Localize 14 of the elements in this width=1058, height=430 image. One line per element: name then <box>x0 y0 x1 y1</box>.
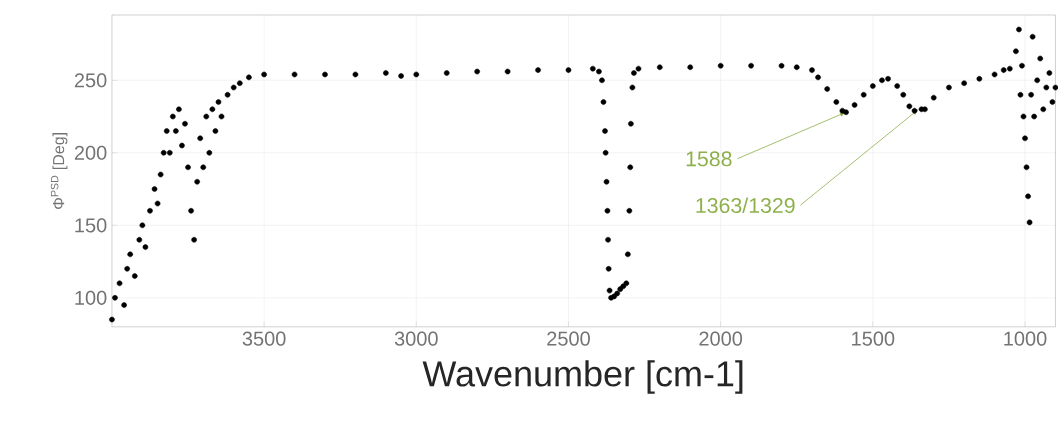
y-tick-label: 250 <box>74 73 107 88</box>
x-tick-label: 3000 <box>394 331 438 346</box>
x-tick-label: 2000 <box>699 331 743 346</box>
y-tick-label: 200 <box>74 145 107 160</box>
annotation: 1588 <box>686 151 732 167</box>
x-axis-title: Wavenumber [cm-1] <box>422 360 743 394</box>
x-tick-label: 1500 <box>852 331 895 346</box>
y-tick-label: 100 <box>75 290 107 306</box>
annotation: 1363/1329 <box>696 197 795 214</box>
x-tick-label: 2500 <box>547 331 590 346</box>
y-axis-title: Φ$^{PSD}$ [Deg] <box>50 133 68 210</box>
x-tick-label: 1000 <box>1004 331 1047 346</box>
x-tick-label: 3500 <box>242 331 286 346</box>
y-tick-label: 150 <box>75 218 107 233</box>
